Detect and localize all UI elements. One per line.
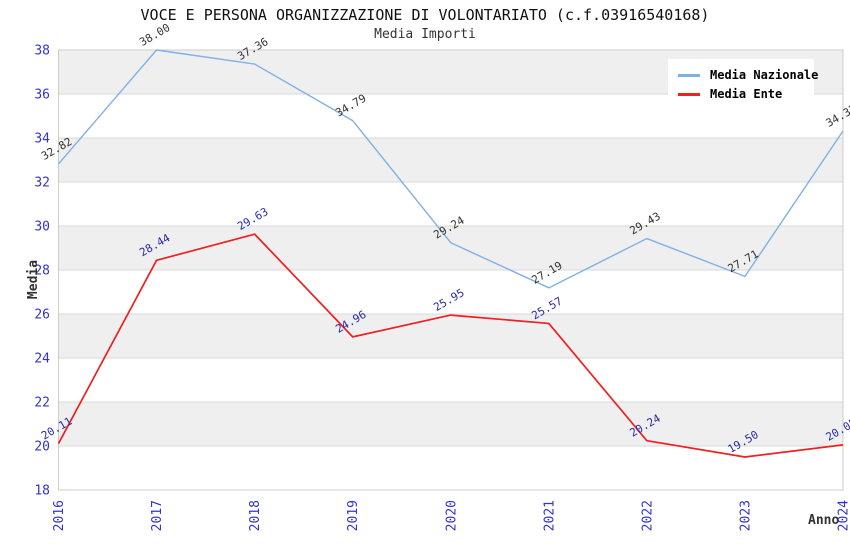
series-line-media-nazionale [57,49,844,289]
x-tick-label: 2020 [444,500,459,531]
y-tick-label: 20 [34,440,50,455]
point-label-media-nazionale: 34.79 [333,92,368,120]
point-label-media-nazionale: 38.00 [137,21,172,49]
y-tick-label: 26 [34,308,50,323]
grid-band [58,402,843,446]
plot-border [58,49,844,491]
x-tick-label: 2019 [346,500,361,531]
legend-item-media-nazionale: Media Nazionale [678,68,818,82]
y-tick-label: 34 [34,132,50,147]
legend-label: Media Ente [710,87,783,101]
point-label-media-nazionale: 34.32 [824,102,850,130]
series-line-media-ente [57,233,844,458]
legend-line-swatch-nazionale [678,73,700,77]
legend-line-swatch-ente [678,92,700,96]
y-tick-label: 22 [34,396,50,411]
x-tick-label: 2024 [837,500,850,531]
x-tick-label: 2018 [248,500,263,531]
y-tick-label: 36 [34,88,50,103]
x-tick-label: 2016 [52,500,67,531]
y-tick-label: 18 [34,484,50,499]
x-axis-title: Anno [808,513,840,528]
x-tick-label: 2022 [640,500,655,531]
legend-item-media-ente: Media Ente [678,87,806,101]
y-tick-label: 32 [34,176,50,191]
y-tick-label: 38 [34,44,50,59]
grid-band [58,226,843,270]
y-tick-label: 28 [34,264,50,279]
x-tick-label: 2021 [542,500,557,531]
legend: Media Nazionale Media Ente [668,59,818,112]
grid-band [58,138,843,182]
y-axis-title: Media [26,259,42,300]
point-label-media-ente: 25.95 [431,286,466,314]
chart-title: VOCE E PERSONA ORGANIZZAZIONE DI VOLONTA… [140,6,710,24]
x-tick-label: 2023 [738,500,753,531]
x-tick-label: 2017 [150,500,165,531]
y-tick-label: 24 [34,352,50,367]
legend-label: Media Nazionale [710,68,819,82]
y-tick-label: 30 [34,220,50,235]
chart-subtitle: Media Importi [374,27,476,42]
grid-band [58,314,843,358]
